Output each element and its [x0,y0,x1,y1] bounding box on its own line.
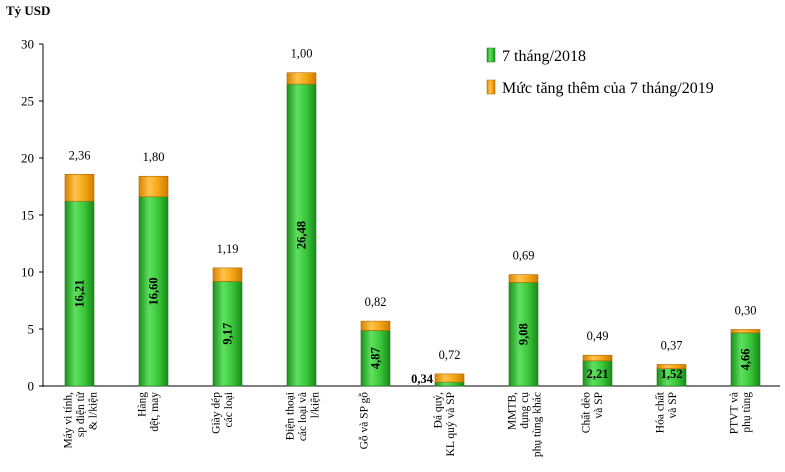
base-data-label: 16,21 [73,280,87,308]
bar-2019-increase [64,174,95,202]
increase-data-label: 0,49 [587,329,609,343]
x-category-label: Máy vi tính,sp điện tử& l/kiện [63,391,100,448]
y-axis-label: Tỷ USD [6,3,50,18]
base-data-label: 0,34 [411,372,434,386]
x-category-label: Hàngdệt, may [137,392,162,432]
bars [64,72,761,387]
x-category-label: Đá quý,KL quý và SP [433,392,458,457]
y-tick-label: 0 [28,379,35,394]
x-axis-categories: Máy vi tính,sp điện tử& l/kiện Hàngdệt, m… [63,391,754,457]
y-tick-label: 10 [21,265,34,280]
bar-2018 [360,330,391,387]
bar-2019-increase [286,72,317,85]
bar-2019-increase [138,175,169,198]
increase-data-label: 0,69 [513,249,535,263]
base-data-label: 4,66 [739,349,753,371]
bar-2018 [138,196,169,387]
legend-swatch-2019-increase [486,79,496,95]
bar-2019-increase [656,364,687,369]
x-category-label: MMTB,dụng cụphụ tùng khác [507,392,544,457]
y-tick-label: 20 [21,151,34,166]
increase-data-label: 2,36 [69,148,91,162]
increase-data-label: 0,72 [439,348,461,362]
increase-data-label: 1,80 [143,150,165,164]
bar-2019-increase [212,267,243,282]
x-category-label: Giày dépcác loại [211,392,236,434]
x-category-label: Gỗ và SP gỗ [358,392,371,450]
legend-label-2018: 7 tháng/2018 [502,48,586,65]
base-data-label: 9,08 [517,323,531,345]
y-tick-label: 30 [21,37,34,52]
bar-2018 [212,281,243,387]
increase-data-label: 0,30 [735,303,757,317]
bar-2018 [286,83,317,387]
base-data-label: 9,17 [221,323,235,345]
increase-data-label: 0,37 [661,338,683,352]
legend: 7 tháng/2018 Mức tăng thêm của 7 tháng/2… [486,47,714,97]
y-tick-label: 15 [21,208,34,223]
increase-data-label: 0,82 [365,295,387,309]
base-data-label: 26,48 [295,221,309,249]
x-category-label: Chất dẻovà SP [580,392,606,433]
x-category-label: Điện thoạicác loại vàl/kiện [285,392,322,441]
bar-2018 [434,381,465,387]
increase-data-label: 1,00 [291,47,313,61]
bar-2019-increase [582,354,613,362]
bar-2019-increase [508,274,539,283]
base-data-label: 4,87 [369,347,383,369]
x-category-label: Hóa chấtvà SP [654,391,680,433]
bar-2018 [64,200,95,387]
base-data-label: 2,21 [587,367,609,381]
base-data-label: 16,60 [147,277,161,305]
y-axis-ticks: 0 5 10 15 20 25 30 [21,37,43,394]
bar-2018 [508,282,539,387]
bar-2019-increase [434,373,465,383]
x-category-label: PTVT vàphụ tùng [729,392,754,435]
legend-swatch-2018 [486,47,496,63]
bar-2018 [730,332,761,387]
bar-2019-increase [360,320,391,331]
y-tick-label: 5 [28,322,35,337]
increase-data-label: 1,19 [217,242,239,256]
data-labels: 2,36 16,21 1,80 16,60 1,19 9,17 1,00 26,48 0,82 4… [69,47,757,386]
base-data-label: 1,52 [661,367,683,381]
y-tick-label: 25 [21,94,34,109]
legend-label-2019-increase: Mức tăng thêm của 7 tháng/2019 [502,80,714,97]
bar-2019-increase [730,329,761,334]
